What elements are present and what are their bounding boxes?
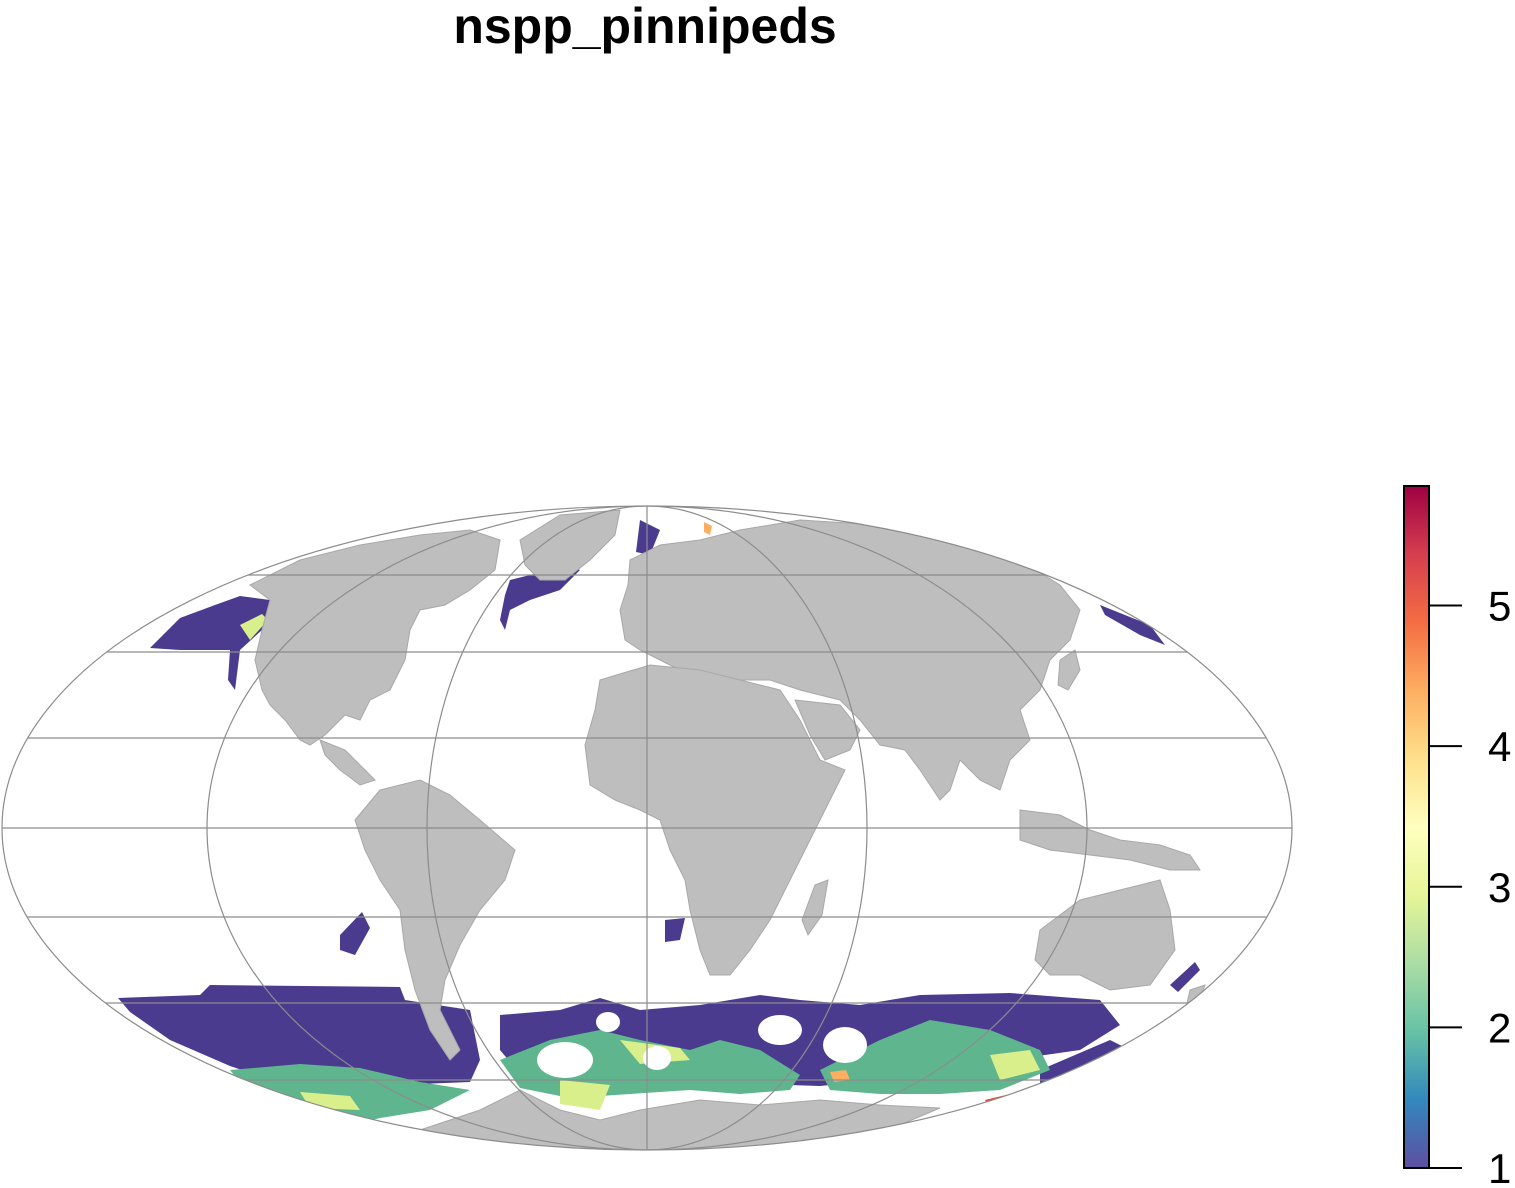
world-map	[1, 505, 1293, 1151]
richness-africa-southwest	[665, 918, 685, 942]
richness-south-america-west	[340, 912, 370, 955]
raster-gap	[758, 1015, 802, 1045]
australia	[1034, 879, 1176, 991]
richness-svalbard	[704, 522, 712, 535]
greenland	[519, 509, 621, 581]
colorbar-tick-label: 1	[1488, 1145, 1511, 1188]
colorbar-ticks: 1 2 3 4 5	[1429, 583, 1511, 1188]
land	[249, 509, 1206, 1150]
richness-north-pacific	[150, 596, 270, 690]
africa	[584, 664, 846, 976]
madagascar	[801, 879, 829, 937]
richness-north-atlantic	[500, 565, 580, 630]
south-america	[354, 779, 516, 1061]
raster-gap	[643, 1046, 671, 1070]
globe-outline	[1, 505, 1293, 1151]
richness-patch-1	[560, 1080, 610, 1110]
richness-australia-south	[1170, 962, 1200, 992]
colorbar-tick-label: 2	[1488, 1004, 1511, 1051]
arabia	[794, 699, 861, 761]
richness-kamchatka	[1100, 605, 1165, 645]
raster-gap	[537, 1042, 593, 1078]
richness-greenland-east	[636, 520, 660, 555]
raster-gap	[596, 1012, 620, 1032]
richness-southern-pacific	[118, 985, 480, 1084]
plot-title: nspp_pinnipeds	[453, 0, 837, 54]
richness-antarctic-band-east	[820, 1020, 1050, 1094]
central-america	[319, 739, 376, 786]
colorbar-tick-label: 5	[1488, 583, 1511, 630]
richness-north-pacific-hot	[240, 614, 268, 640]
richness-patch-3	[990, 1050, 1040, 1080]
indonesia	[1019, 809, 1201, 871]
colorbar	[1403, 485, 1430, 1169]
richness-hotspot-2	[830, 1070, 850, 1082]
colorbar-tick-label: 3	[1488, 864, 1511, 911]
colorbar-tick-label: 4	[1488, 723, 1511, 770]
raster-gap	[823, 1027, 867, 1063]
